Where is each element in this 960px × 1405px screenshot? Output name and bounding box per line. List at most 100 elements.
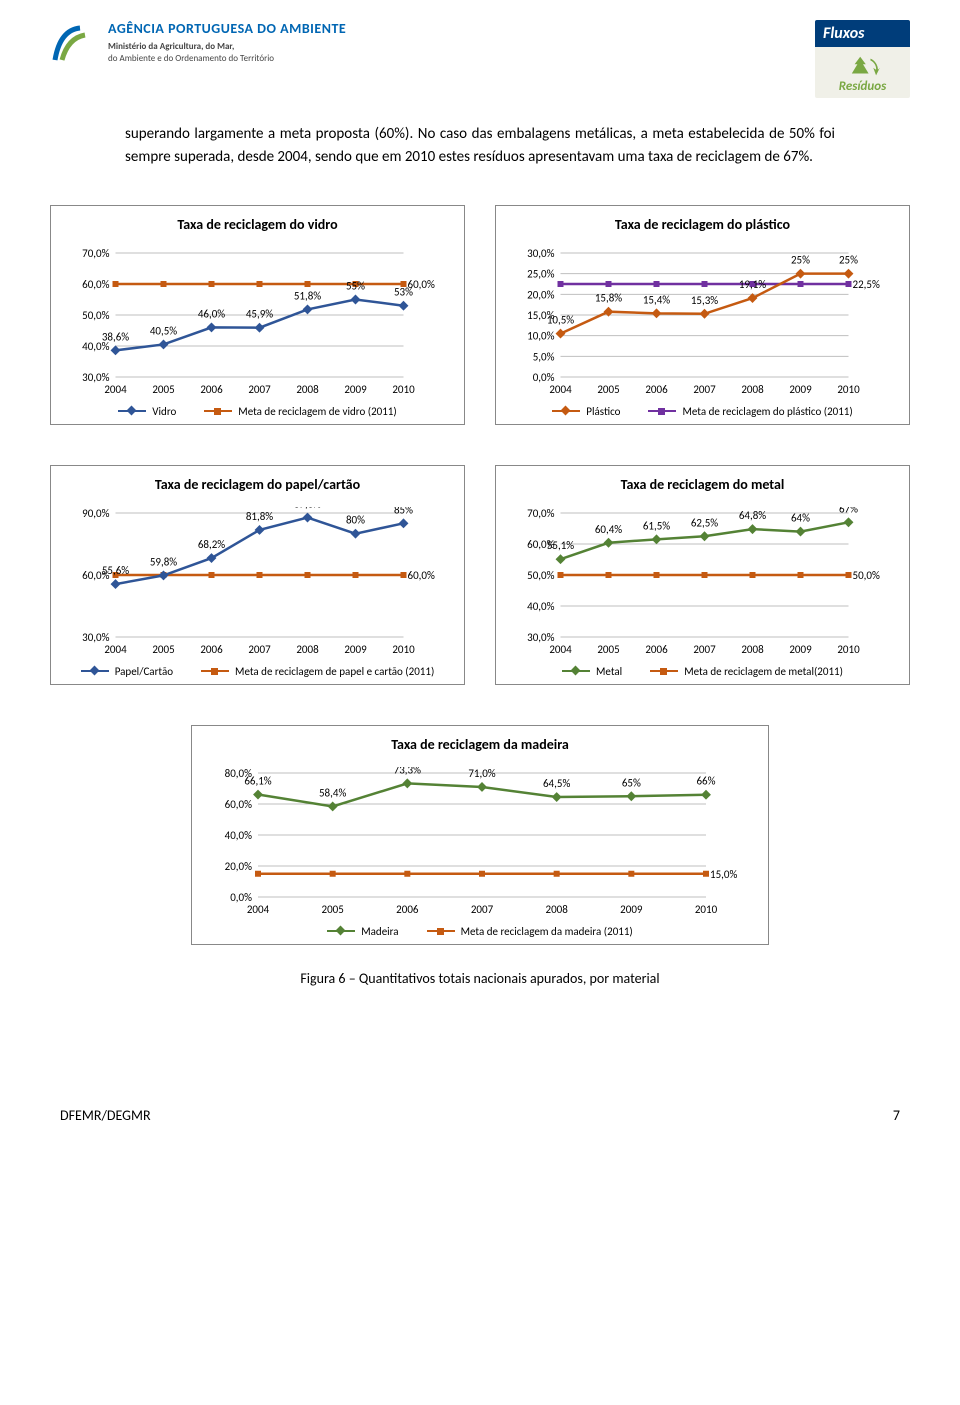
svg-text:70,0%: 70,0% [527, 507, 554, 520]
svg-text:2008: 2008 [546, 903, 569, 916]
svg-text:2004: 2004 [104, 383, 127, 396]
svg-text:2008: 2008 [296, 383, 319, 396]
legend-series: Vidro [118, 405, 176, 418]
svg-text:2005: 2005 [597, 643, 619, 656]
svg-text:2009: 2009 [789, 643, 812, 656]
svg-text:19,1%: 19,1% [739, 278, 766, 291]
svg-text:61,5%: 61,5% [643, 519, 670, 532]
agency-name: AGÊNCIA PORTUGUESA DO AMBIENTE [108, 20, 346, 38]
chart-vidro: Taxa de reciclagem do vidro 30,0%40,0%50… [50, 205, 465, 425]
svg-text:2010: 2010 [837, 643, 860, 656]
legend-meta: Meta de reciclagem de metal(2011) [650, 665, 843, 678]
svg-text:85%: 85% [394, 507, 413, 516]
legend-series: Plástico [552, 405, 620, 418]
svg-text:71,0%: 71,0% [468, 767, 495, 780]
svg-text:60,0%: 60,0% [82, 278, 109, 291]
svg-text:50,0%: 50,0% [853, 569, 880, 582]
svg-text:2006: 2006 [396, 903, 419, 916]
svg-text:15,4%: 15,4% [643, 293, 670, 306]
chart-metal: Taxa de reciclagem do metal 30,0%40,0%50… [495, 465, 910, 685]
svg-text:65%: 65% [622, 776, 641, 789]
legend-meta: Meta de reciclagem do plástico (2011) [648, 405, 852, 418]
legend-series: Papel/Cartão [81, 665, 173, 678]
svg-text:40,0%: 40,0% [225, 829, 252, 842]
svg-text:2009: 2009 [789, 383, 812, 396]
svg-text:64,8%: 64,8% [739, 509, 766, 522]
svg-text:25%: 25% [791, 253, 810, 266]
legend-meta: Meta de reciclagem da madeira (2011) [427, 925, 633, 938]
svg-text:45,9%: 45,9% [246, 307, 273, 320]
svg-text:15,3%: 15,3% [691, 293, 718, 306]
svg-text:55,6%: 55,6% [102, 564, 129, 577]
svg-text:2004: 2004 [549, 643, 572, 656]
svg-text:81,8%: 81,8% [246, 509, 273, 522]
chart-title: Taxa de reciclagem do vidro [59, 216, 456, 233]
svg-text:66,1%: 66,1% [244, 774, 271, 787]
svg-text:2009: 2009 [620, 903, 643, 916]
svg-text:58,4%: 58,4% [319, 786, 346, 799]
svg-text:2009: 2009 [344, 643, 367, 656]
footer-left: DFEMR/DEGMR [60, 1107, 151, 1124]
svg-text:67%: 67% [839, 507, 858, 515]
svg-text:55%: 55% [346, 279, 365, 292]
legend-series: Metal [562, 665, 622, 678]
chart-papel: Taxa de reciclagem do papel/cartão 30,0%… [50, 465, 465, 685]
svg-text:2005: 2005 [152, 643, 174, 656]
svg-text:2006: 2006 [645, 643, 668, 656]
body-paragraph: superando largamente a meta proposta (60… [125, 123, 835, 170]
svg-text:2005: 2005 [152, 383, 174, 396]
svg-text:2008: 2008 [296, 643, 319, 656]
svg-text:90,0%: 90,0% [82, 507, 109, 520]
svg-text:2007: 2007 [471, 903, 494, 916]
ministry-line2: do Ambiente e do Ordenamento do Territór… [108, 53, 346, 65]
svg-text:38,6%: 38,6% [102, 330, 129, 343]
svg-text:10,5%: 10,5% [547, 313, 574, 326]
svg-text:40,0%: 40,0% [527, 600, 554, 613]
svg-text:2004: 2004 [104, 643, 127, 656]
svg-text:2007: 2007 [693, 643, 716, 656]
svg-text:46,0%: 46,0% [198, 307, 225, 320]
svg-text:59,8%: 59,8% [150, 555, 177, 568]
svg-text:2006: 2006 [200, 643, 223, 656]
svg-text:2006: 2006 [645, 383, 668, 396]
recycle-icon [844, 53, 882, 81]
svg-text:2004: 2004 [247, 903, 270, 916]
svg-text:53%: 53% [394, 285, 413, 298]
page-number: 7 [893, 1107, 900, 1124]
svg-text:2008: 2008 [741, 383, 764, 396]
svg-text:15,8%: 15,8% [595, 291, 622, 304]
svg-text:25,0%: 25,0% [527, 267, 554, 280]
svg-text:64,5%: 64,5% [543, 777, 570, 790]
chart-title: Taxa de reciclagem do metal [504, 476, 901, 493]
agency-logo: AGÊNCIA PORTUGUESA DO AMBIENTE Ministéri… [50, 20, 346, 65]
svg-text:2010: 2010 [392, 383, 415, 396]
chart-madeira: Taxa de reciclagem da madeira 0,0%20,0%4… [191, 725, 769, 945]
svg-text:2009: 2009 [344, 383, 367, 396]
svg-text:50,0%: 50,0% [82, 309, 109, 322]
svg-text:2005: 2005 [322, 903, 344, 916]
chart-plastico: Taxa de reciclagem do plástico 0,0%5,0%1… [495, 205, 910, 425]
svg-text:20,0%: 20,0% [225, 860, 252, 873]
svg-text:2004: 2004 [549, 383, 572, 396]
svg-text:22,5%: 22,5% [853, 278, 880, 291]
svg-text:70,0%: 70,0% [82, 247, 109, 260]
svg-text:51,8%: 51,8% [294, 289, 321, 302]
svg-text:5,0%: 5,0% [533, 350, 555, 363]
svg-text:25%: 25% [839, 253, 858, 266]
arc-icon [50, 20, 100, 65]
svg-text:15,0%: 15,0% [710, 867, 737, 880]
svg-text:2006: 2006 [200, 383, 223, 396]
svg-text:60,0%: 60,0% [408, 569, 435, 582]
badge-top-label: Fluxos [815, 20, 910, 47]
svg-text:60,4%: 60,4% [595, 522, 622, 535]
svg-text:2008: 2008 [741, 643, 764, 656]
legend-series: Madeira [327, 925, 398, 938]
badge-bottom-label: Resíduos [839, 79, 887, 94]
chart-title: Taxa de reciclagem do papel/cartão [59, 476, 456, 493]
svg-text:2007: 2007 [248, 383, 271, 396]
svg-text:73,3%: 73,3% [394, 767, 421, 776]
svg-text:87,8%: 87,8% [294, 507, 321, 511]
svg-text:2010: 2010 [837, 383, 860, 396]
legend-meta: Meta de reciclagem de papel e cartão (20… [201, 665, 434, 678]
svg-text:10,0%: 10,0% [527, 329, 554, 342]
